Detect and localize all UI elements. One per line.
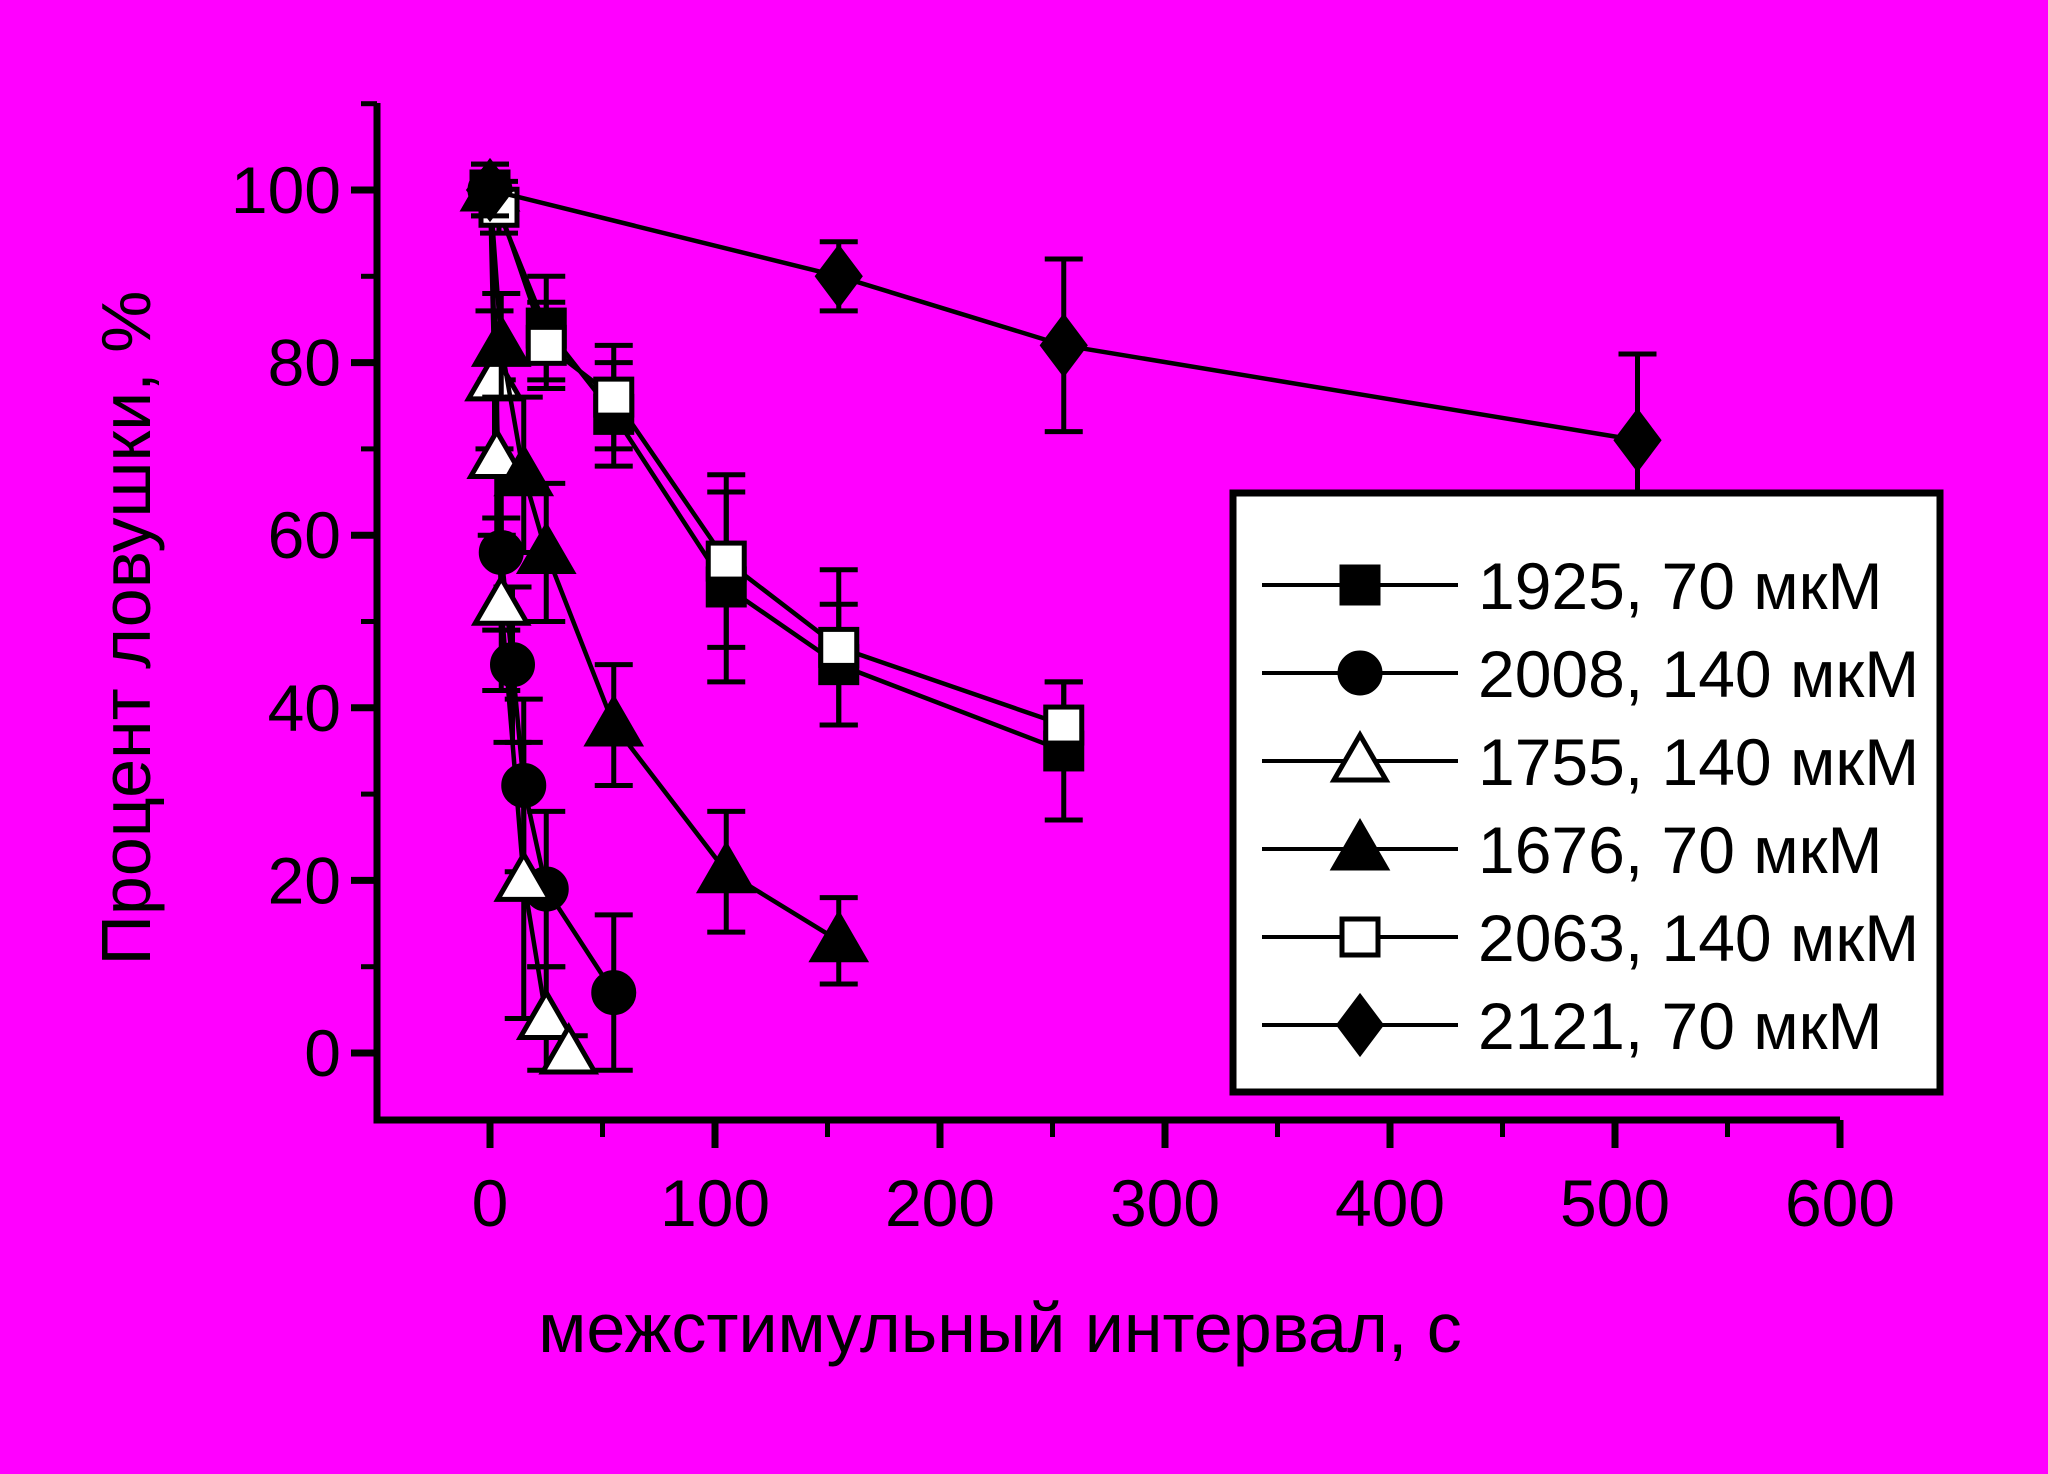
data-point-marker — [493, 443, 555, 497]
legend-label: 1925, 70 мкМ — [1478, 549, 1882, 623]
legend-item: 2008, 140 мкМ — [1262, 637, 1919, 711]
data-point-marker — [808, 909, 870, 963]
y-tick-label: 100 — [231, 153, 341, 227]
y-axis-title: Процент ловушки, % — [87, 291, 165, 966]
legend-item: 2063, 140 мкМ — [1262, 901, 1919, 975]
x-tick-label: 200 — [885, 1166, 995, 1240]
x-tick-label: 500 — [1560, 1166, 1670, 1240]
data-point-marker — [695, 840, 757, 894]
y-tick-label: 0 — [304, 1016, 341, 1090]
data-point-marker — [466, 426, 528, 480]
legend-label: 2008, 140 мкМ — [1478, 637, 1919, 711]
legend-box — [1229, 489, 1944, 1096]
data-point-marker — [818, 626, 860, 668]
legend-marker — [1329, 730, 1391, 783]
series-line — [487, 189, 1065, 754]
legend-item: 2121, 70 мкМ — [1262, 989, 1882, 1063]
legend-label: 2121, 70 мкМ — [1478, 989, 1882, 1063]
data-point-marker — [593, 376, 635, 418]
y-tick-label: 80 — [268, 326, 341, 400]
data-point-marker — [470, 573, 532, 626]
y-tick-label: 60 — [268, 498, 341, 572]
data-point-marker — [515, 987, 577, 1040]
x-tick-label: 600 — [1785, 1166, 1895, 1240]
legend-layer: 1925, 70 мкМ 2008, 140 мкМ 1755, 140 мкМ 16… — [1229, 489, 1944, 1096]
data-point-marker — [591, 970, 637, 1016]
legend-marker — [1337, 650, 1383, 696]
legend-marker — [1329, 818, 1391, 871]
data-point-marker — [470, 314, 532, 367]
data-point-marker — [525, 324, 567, 366]
data-point-marker — [490, 642, 535, 688]
data-point-marker — [1043, 704, 1085, 746]
axis-spines — [373, 103, 1840, 1124]
data-point-marker — [814, 244, 863, 309]
series-2063 — [478, 178, 1085, 771]
legend-item: 1925, 70 мкМ — [1262, 549, 1882, 623]
x-tick-label: 300 — [1110, 1166, 1220, 1240]
series-line — [489, 187, 1638, 443]
x-tick-label: 0 — [472, 1166, 509, 1240]
data-point-marker — [705, 540, 747, 582]
legend-marker — [1335, 992, 1385, 1058]
data-point-marker — [1039, 313, 1088, 378]
legend-marker — [1339, 564, 1381, 606]
legend-marker — [1339, 916, 1381, 958]
data-point-marker — [583, 694, 645, 747]
x-tick-label: 400 — [1335, 1166, 1445, 1240]
data-point-marker — [538, 1022, 600, 1075]
series-line — [496, 206, 1065, 728]
legend-item: 1755, 140 мкМ — [1262, 725, 1919, 799]
data-point-marker — [493, 849, 555, 902]
x-tick-label: 100 — [660, 1166, 770, 1240]
data-point-marker — [1613, 408, 1662, 473]
legend-label: 2063, 140 мкМ — [1478, 901, 1919, 975]
data-point-marker — [515, 521, 577, 574]
y-tick-label: 20 — [268, 843, 341, 917]
legend-item: 1676, 70 мкМ — [1262, 813, 1882, 887]
data-point-marker — [465, 157, 515, 223]
axes-layer: 0 20 40 60 80 100 0 100 200 300 400 500 600 — [231, 101, 1895, 1240]
legend-label: 1676, 70 мкМ — [1478, 813, 1882, 887]
x-axis-title: межстимульный интервал, с — [538, 1289, 1461, 1367]
y-tick-label: 40 — [268, 671, 341, 745]
series-layer — [459, 157, 1662, 1075]
series-2121 — [465, 157, 1662, 530]
legend-label: 1755, 140 мкМ — [1478, 725, 1919, 799]
